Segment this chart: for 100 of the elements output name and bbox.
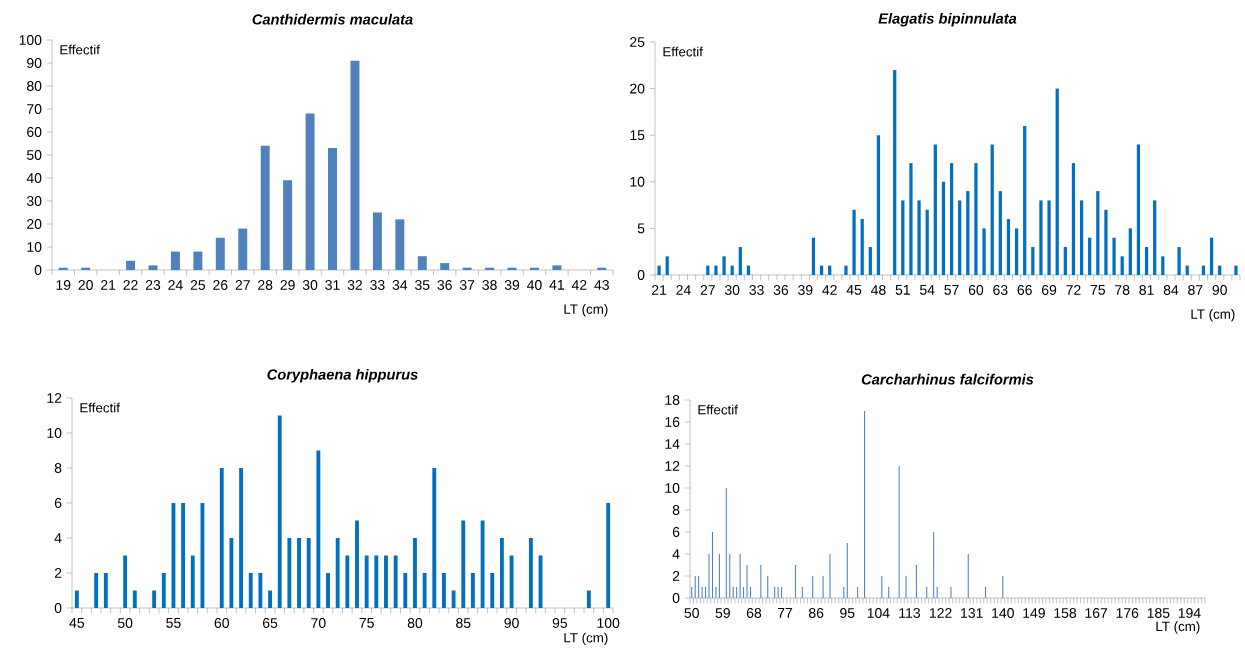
x-tick-label: 45	[69, 618, 85, 628]
x-tick-label: 131	[961, 608, 983, 618]
y-axis-title: Effectif	[698, 404, 738, 415]
bar	[248, 572, 253, 608]
y-tick-label: 14	[665, 439, 680, 449]
bar	[1234, 265, 1238, 275]
y-axis-title: Effectif	[663, 46, 703, 57]
bar	[1112, 237, 1116, 275]
x-tick-label: 19	[56, 280, 71, 290]
x-tick-label: 149	[1023, 608, 1045, 618]
y-tick-label: 80	[27, 81, 42, 91]
bar	[170, 251, 180, 270]
y-tick-label: 100	[19, 35, 42, 45]
y-axis-title: Effectif	[80, 402, 120, 413]
y-tick-label: 8	[672, 505, 680, 515]
x-tick-label: 66	[1017, 285, 1032, 295]
x-tick-label: 81	[1139, 285, 1154, 295]
bar	[123, 555, 128, 608]
y-tick-label: 0	[54, 603, 62, 613]
bar	[552, 265, 562, 270]
bar	[260, 145, 270, 270]
bar	[94, 572, 99, 608]
y-tick-label: 8	[54, 463, 62, 473]
x-tick-label: 20	[78, 280, 93, 290]
chart-title: Canthidermis maculata	[252, 13, 413, 25]
x-tick-label: 90	[1212, 285, 1227, 295]
x-tick-label: 90	[504, 618, 519, 628]
bar	[238, 228, 248, 270]
x-tick-label: 23	[145, 280, 161, 290]
bar	[958, 200, 962, 275]
x-tick-label: 70	[311, 618, 326, 628]
bar	[480, 520, 485, 608]
bar	[925, 209, 929, 275]
x-tick-label: 21	[652, 285, 667, 295]
x-tick-label: 75	[1090, 285, 1106, 295]
x-tick-label: 22	[123, 280, 138, 290]
x-tick-label: 95	[552, 618, 568, 628]
bar	[161, 572, 166, 608]
y-tick-label: 0	[34, 265, 42, 275]
bar	[499, 537, 504, 608]
y-tick-label: 18	[665, 395, 680, 405]
x-tick-label: 60	[214, 618, 229, 628]
chart-title: Coryphaena hippurus	[267, 368, 418, 383]
bar	[844, 265, 848, 275]
x-tick-label: 38	[482, 280, 497, 290]
bar	[1023, 125, 1027, 275]
bar	[219, 467, 224, 608]
bar	[432, 467, 437, 608]
bar	[1209, 237, 1214, 275]
bar	[305, 113, 315, 270]
x-tick-label: 45	[846, 285, 862, 295]
chart-title: Carcharhinus falciformis	[861, 373, 1034, 385]
bar	[1088, 237, 1092, 275]
bar	[949, 163, 954, 275]
bar	[413, 537, 417, 608]
bar	[722, 256, 726, 275]
bar	[860, 219, 864, 275]
bar	[1128, 228, 1132, 275]
y-tick-label: 6	[54, 498, 62, 508]
x-axis-title: LT (cm)	[1191, 309, 1235, 322]
bar	[74, 590, 79, 608]
bar	[442, 572, 446, 608]
x-tick-label: 33	[749, 285, 764, 295]
bar	[403, 572, 408, 608]
y-tick-label: 50	[26, 150, 42, 160]
bar	[1104, 209, 1108, 275]
x-axis-title: LT (cm)	[564, 304, 608, 317]
x-tick-label: 39	[504, 280, 520, 290]
bar	[893, 69, 897, 275]
bar	[586, 590, 591, 608]
x-tick-label: 65	[262, 618, 278, 628]
bar	[1161, 256, 1165, 275]
bar	[974, 163, 978, 275]
bar	[364, 555, 369, 608]
bar	[606, 502, 611, 608]
x-tick-label: 140	[992, 608, 1014, 618]
bar	[819, 265, 824, 275]
bar	[665, 256, 669, 275]
x-tick-label: 30	[724, 285, 740, 295]
y-tick-label: 10	[27, 242, 42, 252]
x-tick-label: 21	[101, 280, 116, 290]
bar	[828, 265, 832, 275]
x-tick-label: 78	[1115, 285, 1130, 295]
bar	[1039, 200, 1043, 275]
bar	[730, 265, 734, 275]
y-tick-label: 20	[27, 219, 42, 229]
bar	[917, 200, 921, 275]
bar	[1136, 144, 1141, 275]
bar	[1079, 200, 1084, 275]
x-tick-label: 36	[437, 280, 452, 290]
bar	[1144, 247, 1149, 275]
bar	[1177, 247, 1181, 275]
x-tick-label: 77	[777, 608, 793, 618]
bar	[998, 191, 1002, 275]
x-tick-label: 80	[407, 618, 423, 628]
bar	[181, 502, 186, 608]
bar	[190, 555, 195, 608]
x-tick-label: 59	[715, 608, 730, 618]
y-tick-label: 25	[630, 37, 645, 47]
y-tick-label: 20	[630, 83, 645, 94]
